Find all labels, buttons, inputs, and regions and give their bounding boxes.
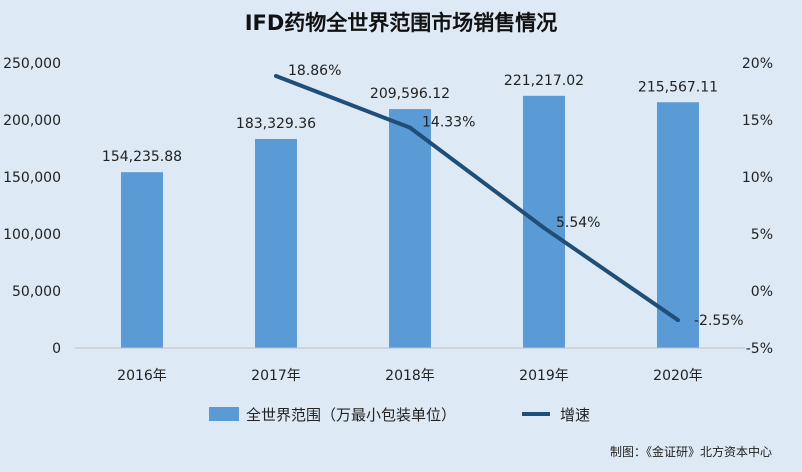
line-data-label: 14.33% xyxy=(422,115,475,131)
legend: 全世界范围（万最小包装单位） 增速 xyxy=(209,406,590,424)
right-tick-label: 5% xyxy=(751,227,773,243)
line-point xyxy=(408,125,412,130)
growth-line xyxy=(275,74,680,322)
bar-series: 154,235.88 183,329.36 209,596.12 221,217.02… xyxy=(102,73,718,349)
line-data-label: 5.54% xyxy=(556,215,600,231)
right-tick-label: 15% xyxy=(742,113,773,129)
chart-title: IFD药物全世界范围市场销售情况 xyxy=(245,11,558,35)
line-data-label: 18.86% xyxy=(288,63,341,79)
left-tick-label: 100,000 xyxy=(3,227,61,243)
source-note: 制图：《金证研》北方资本中心 xyxy=(610,444,772,459)
left-tick-label: 150,000 xyxy=(3,170,61,186)
x-tick-label: 2018年 xyxy=(385,368,435,384)
line-point xyxy=(676,318,680,323)
legend-label-line: 增速 xyxy=(560,406,590,424)
bar xyxy=(121,172,163,348)
bar-data-label: 215,567.11 xyxy=(638,79,718,95)
line-series: 18.86% 14.33% 5.54% -2.55% xyxy=(274,63,744,329)
x-tick-label: 2017年 xyxy=(251,368,301,384)
x-tick-label: 2019年 xyxy=(519,368,569,384)
bar-data-label: 183,329.36 xyxy=(236,116,316,132)
left-tick-label: 250,000 xyxy=(3,56,61,72)
bar xyxy=(389,109,431,348)
bar-data-label: 221,217.02 xyxy=(504,73,584,89)
right-tick-label: 20% xyxy=(742,56,773,72)
legend-label-bar: 全世界范围（万最小包装单位） xyxy=(246,406,456,424)
right-axis: -5% 0% 5% 10% 15% 20% xyxy=(742,56,773,357)
bar xyxy=(523,95,565,349)
left-tick-label: 200,000 xyxy=(3,113,61,129)
left-tick-label: 0 xyxy=(52,341,61,357)
x-axis: 2016年 2017年 2018年 2019年 2020年 xyxy=(75,347,745,384)
bar xyxy=(657,102,699,348)
line-point xyxy=(542,225,546,230)
right-tick-label: -5% xyxy=(746,341,773,357)
legend-swatch-bar xyxy=(209,407,239,421)
bar xyxy=(255,139,297,348)
line-point xyxy=(274,73,278,78)
right-tick-label: 10% xyxy=(742,170,773,186)
x-tick-label: 2016年 xyxy=(117,368,167,384)
bar-data-label: 209,596.12 xyxy=(370,86,450,102)
x-tick-label: 2020年 xyxy=(653,368,703,384)
left-tick-label: 50,000 xyxy=(12,284,61,300)
line-data-label: -2.55% xyxy=(694,313,744,329)
left-axis: 0 50,000 100,000 150,000 200,000 250,000 xyxy=(3,56,61,357)
bar-data-label: 154,235.88 xyxy=(102,149,182,165)
right-tick-label: 0% xyxy=(751,284,773,300)
